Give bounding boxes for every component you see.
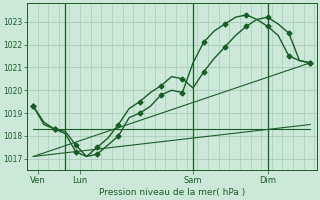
X-axis label: Pression niveau de la mer( hPa ): Pression niveau de la mer( hPa ) [99, 188, 245, 197]
